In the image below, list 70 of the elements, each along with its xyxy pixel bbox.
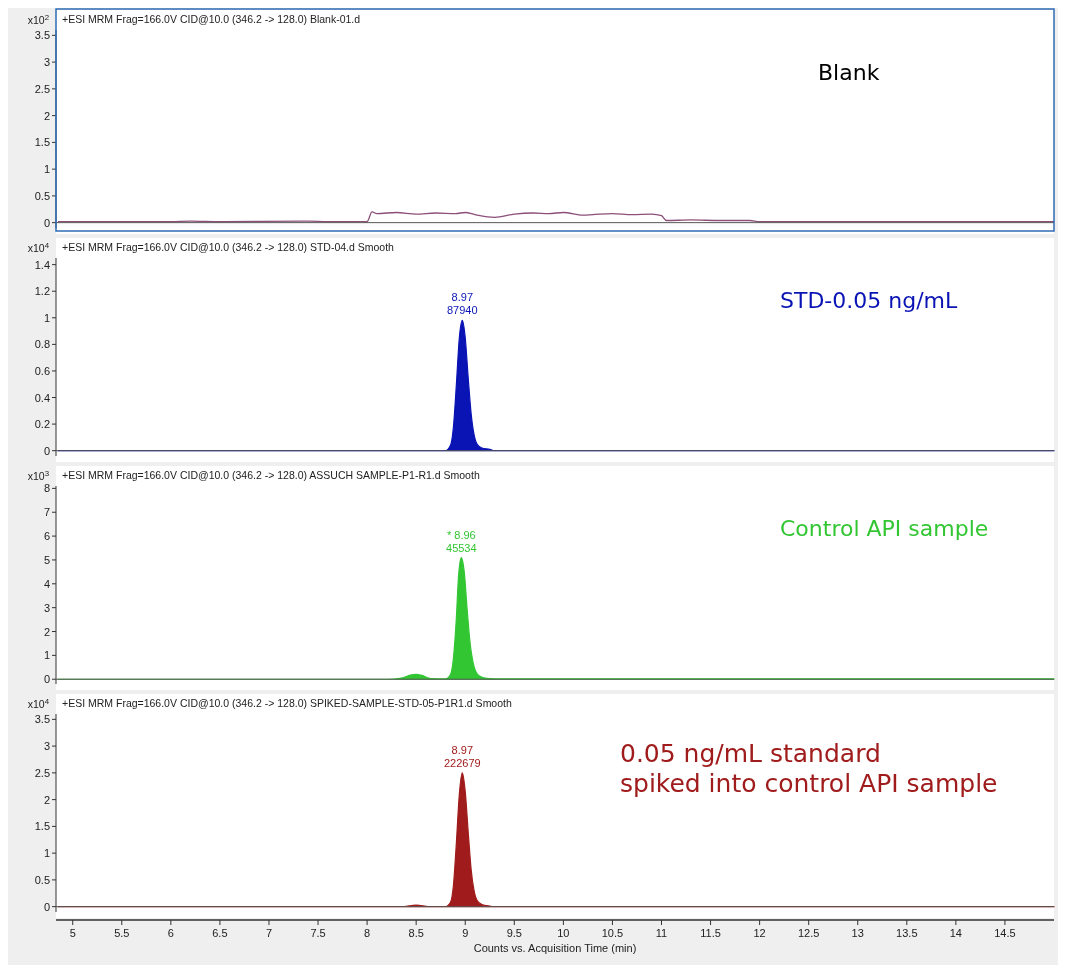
y-tick-label: 1.5 [34,136,50,149]
x-tick-label: 14 [949,927,962,939]
y-tick-label: 0 [43,900,50,913]
x-tick-label: 11.5 [700,927,721,939]
x-tick-label: 5 [69,927,76,939]
y-tick-label: 0.5 [34,873,50,886]
y-axis-title: x10$^{2}$ [27,12,49,26]
x-tick-label: 6 [167,927,174,939]
x-tick-label: 7.5 [310,927,326,939]
y-tick-label: 2 [43,793,50,806]
y-tick-label: 1 [43,847,50,860]
y-tick-label: 2.5 [34,766,50,779]
annotation: * 8.96 45534 [446,528,477,554]
chart-title: +ESI MRM Frag=166.0V CID@10.0 (346.2 -> 128.0) SPIKED-SAMPLE-STD-05-P1R1.d Smooth [62,697,512,709]
y-tick-label: 3.5 [34,29,50,42]
x-tick-label: 10.5 [601,927,624,939]
chart-title: +ESI MRM Frag=166.0V CID@10.0 (346.2 -> 128.0) Blank-01.d [62,13,361,25]
y-axis-title: x10$^{3}$ [27,468,50,482]
x-tick-label: 12 [753,927,766,939]
chart-title: +ESI MRM Frag=166.0V CID@10.0 (346.2 -> 128.0) STD-04.d Smooth [62,241,395,253]
y-tick-label: 5 [43,553,50,566]
y-tick-label: 1.2 [34,285,50,298]
y-axis-title: x10$^{4}$ [27,240,50,254]
y-tick-label: 0.6 [34,364,50,377]
text: 0.05 ng/mL standard spiked into control API sample [620,739,998,798]
x-tick-label: 6.5 [212,927,228,939]
x-tick-label: 14.5 [994,927,1016,939]
y-tick-label: 1 [43,163,50,176]
x-tick-label: 8 [364,927,371,939]
text: Control API sample [780,516,989,541]
x-tick-label: 10 [557,927,570,939]
y-tick-label: 0.2 [34,418,50,431]
x-tick-label: 9.5 [506,927,522,939]
y-tick-label: 2 [43,625,50,638]
x-axis-title: Counts vs. Acquisition Time (min) [473,942,637,954]
x-tick-label: 12.5 [797,927,820,939]
y-tick-label: 2.5 [34,82,50,95]
y-tick-label: 1.4 [34,258,50,271]
text: Blank [818,60,880,85]
y-tick-label: 3 [43,56,50,69]
y-tick-label: 1 [43,649,50,662]
x-tick-label: 13 [851,927,864,939]
x-tick-label: 5.5 [114,927,130,939]
y-tick-label: 3.5 [34,713,50,726]
y-tick-label: 6 [43,530,50,543]
x-tick-label: 13.5 [896,927,918,939]
y-tick-label: 3 [43,740,50,753]
x-tick-label: 8.5 [408,927,424,939]
chart-title: +ESI MRM Frag=166.0V CID@10.0 (346.2 -> 128.0) ASSUCH SAMPLE-P1-R1.d Smooth [62,469,480,481]
x-tick-label: 7 [265,927,273,939]
annotation: 8.97 87940 [446,291,478,317]
y-tick-label: 7 [43,506,50,519]
y-tick-label: 0 [43,216,50,229]
y-tick-label: 0 [43,444,50,457]
y-tick-label: 8 [43,482,50,495]
y-tick-label: 0.5 [34,189,50,202]
x-tick-label: 11 [655,927,668,939]
text: STD-0.05 ng/mL [780,288,959,313]
y-tick-label: 1.5 [34,820,50,833]
line-series [57,211,1055,223]
y-tick-label: 1 [43,311,50,324]
y-tick-label: 0.8 [34,338,50,351]
y-tick-label: 0 [43,673,50,686]
x-tick-label: 9 [462,927,469,939]
y-tick-label: 3 [43,601,50,614]
y-tick-label: 4 [43,577,50,590]
y-axis-title: x10$^{4}$ [27,696,50,710]
y-tick-label: 0.4 [34,391,50,404]
y-tick-label: 2 [43,109,50,122]
annotation: 8.97 222679 [443,743,481,769]
